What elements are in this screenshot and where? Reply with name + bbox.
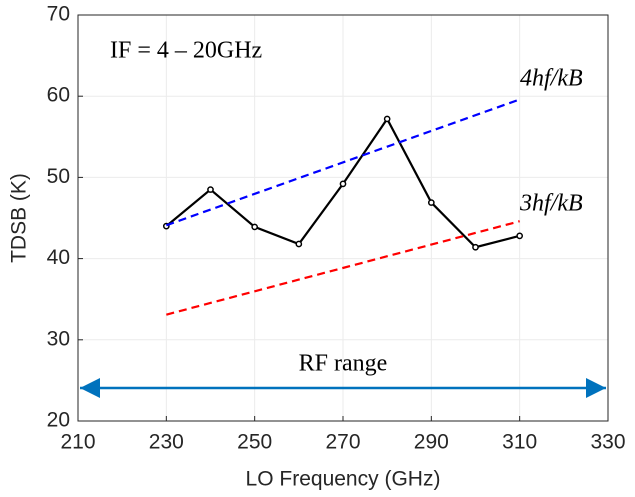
annotation: IF = 4 – 20GHz <box>110 38 262 64</box>
line <box>166 220 520 316</box>
x-tick-label: 210 <box>60 431 95 454</box>
point <box>295 240 303 248</box>
plot-frame <box>77 14 609 422</box>
point <box>472 243 479 251</box>
y-tick-label: 60 <box>47 84 70 107</box>
y-tick-label: 40 <box>47 246 70 269</box>
series-label: 4hf/kB <box>520 66 583 92</box>
x-tick-label: 230 <box>149 431 184 454</box>
series-label: 3hf/kB <box>519 191 583 217</box>
y-tick-label: 30 <box>47 327 70 350</box>
y-tick-label: 20 <box>47 409 70 432</box>
y-tick-label: 70 <box>47 3 70 26</box>
line <box>165 98 521 227</box>
point <box>383 115 391 123</box>
point <box>207 186 214 193</box>
y-axis-label: TDSB (K) <box>8 173 31 263</box>
annotation: RF range <box>299 351 388 377</box>
point <box>427 199 435 206</box>
x-axis-label: LO Frequency (GHz) <box>246 468 441 491</box>
x-tick-label: 290 <box>414 431 449 454</box>
point <box>251 223 259 231</box>
point <box>516 232 524 240</box>
x-tick-label: 330 <box>590 431 625 454</box>
y-tick-label: 50 <box>47 165 70 188</box>
point <box>339 180 347 188</box>
x-tick-label: 250 <box>237 431 272 454</box>
x-tick-label: 310 <box>502 431 537 454</box>
x-tick-label: 270 <box>325 431 360 454</box>
